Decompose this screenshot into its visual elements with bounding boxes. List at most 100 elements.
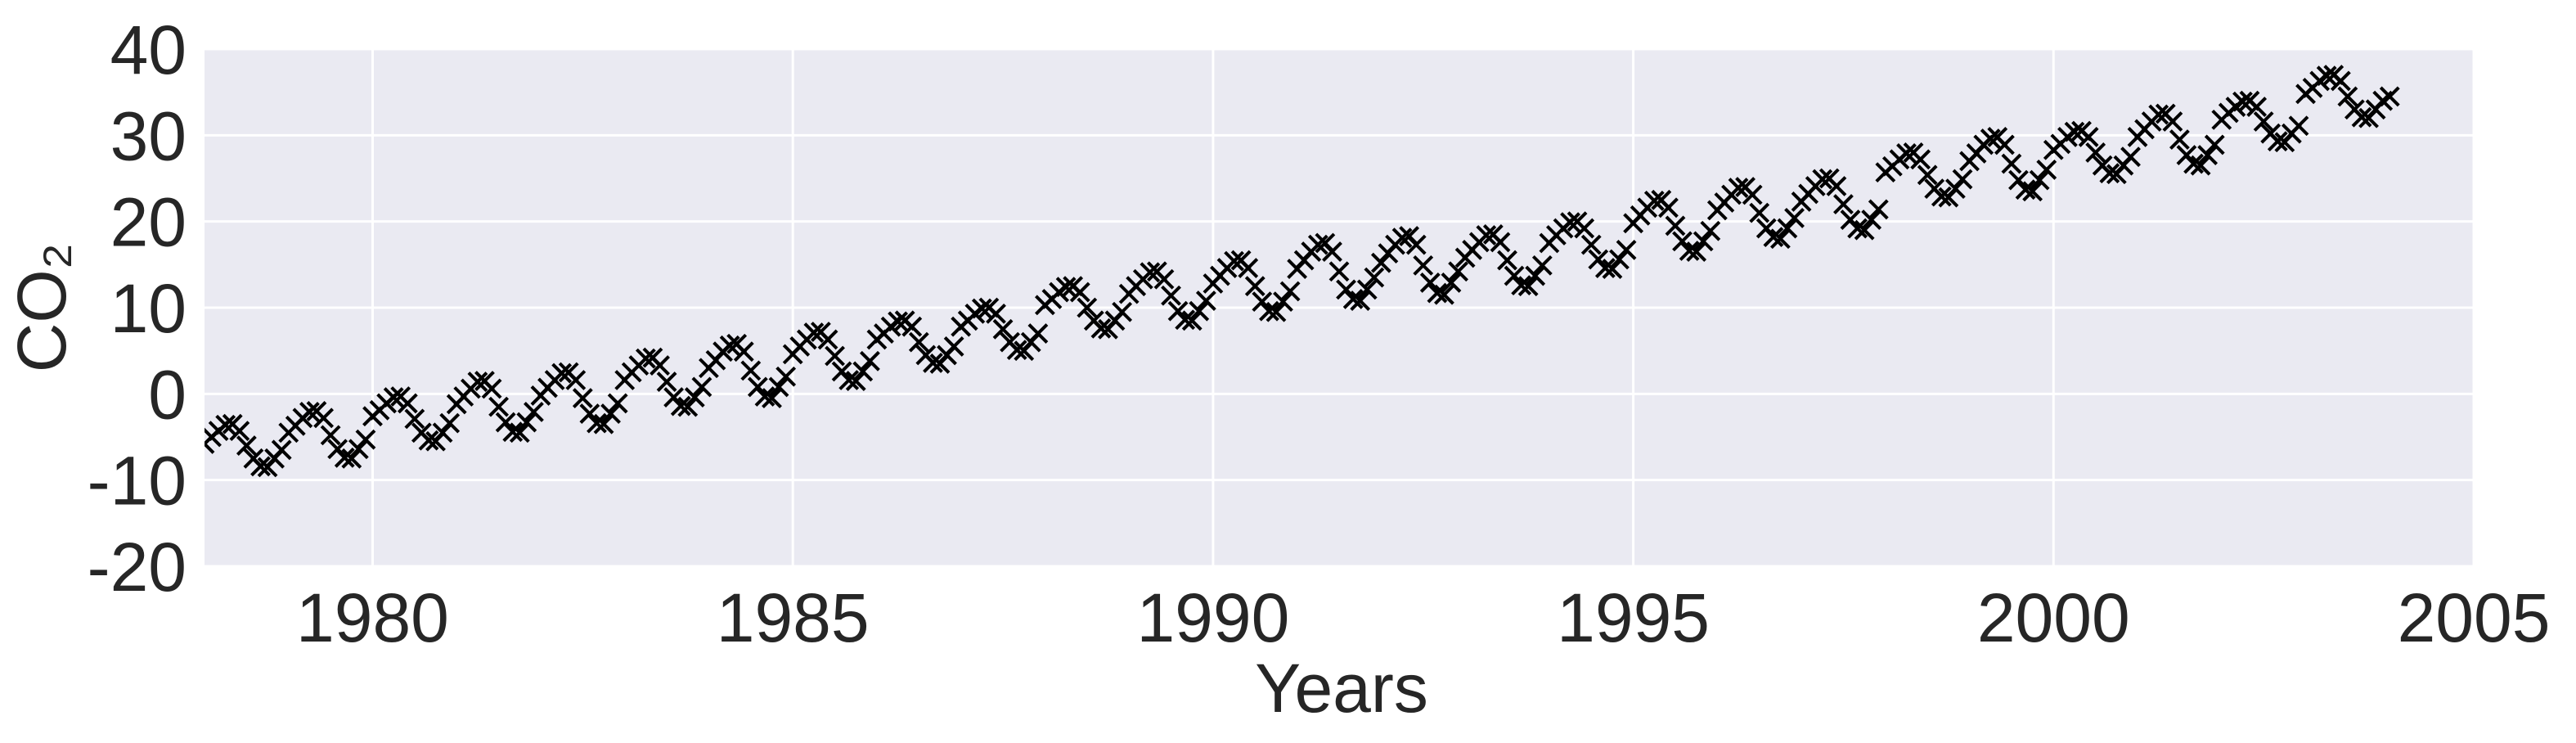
marker [1077, 297, 1098, 318]
marker [2253, 111, 2274, 132]
marker [719, 335, 740, 356]
marker [1441, 272, 1462, 293]
marker [1896, 143, 1917, 164]
marker [600, 403, 621, 424]
marker [1672, 231, 1693, 252]
marker [502, 421, 524, 443]
marker [1679, 241, 1700, 261]
marker [2316, 65, 2337, 87]
marker [1525, 265, 1546, 286]
marker [1980, 128, 2001, 149]
marker [271, 439, 292, 461]
marker [516, 412, 537, 433]
marker [2015, 179, 2036, 200]
marker [1686, 241, 1707, 262]
marker [320, 425, 341, 446]
y-tick-label: 20 [110, 184, 187, 261]
marker [1448, 261, 1468, 282]
x-tick-label: 1995 [1557, 579, 1710, 656]
x-tick-label: 1985 [717, 579, 870, 656]
marker [1307, 234, 1328, 255]
marker [229, 421, 250, 442]
marker [754, 386, 775, 407]
marker [923, 352, 943, 373]
marker [1266, 301, 1287, 322]
marker [1476, 225, 1497, 245]
marker [299, 402, 320, 422]
marker [670, 395, 691, 417]
marker [355, 429, 376, 450]
marker [762, 388, 782, 409]
marker [852, 361, 874, 382]
marker [2169, 129, 2190, 151]
marker [888, 311, 909, 332]
marker [2078, 127, 2099, 147]
marker [1342, 289, 1364, 309]
marker [1769, 228, 1791, 250]
marker [1413, 254, 1434, 276]
marker [1861, 209, 1882, 230]
marker [2022, 181, 2043, 202]
marker [404, 408, 425, 430]
marker [467, 372, 488, 393]
marker [2162, 111, 2183, 132]
marker [1602, 259, 1623, 280]
marker [1700, 220, 1721, 241]
marker [2232, 91, 2253, 112]
marker [1336, 279, 1356, 300]
marker [1090, 317, 1112, 339]
marker [1244, 276, 1266, 297]
marker [1994, 134, 2015, 155]
marker [1504, 265, 1525, 286]
marker [1427, 282, 1448, 304]
marker [2190, 155, 2211, 176]
marker [838, 370, 860, 390]
marker [1175, 309, 1196, 331]
y-tick-label: 40 [110, 11, 187, 88]
marker [495, 412, 516, 433]
marker [1112, 301, 1133, 322]
marker [1364, 267, 1385, 288]
marker [1055, 277, 1077, 298]
marker [1742, 184, 1763, 205]
marker [1531, 254, 1553, 276]
y-tick-label: 0 [148, 356, 187, 433]
marker [2183, 153, 2204, 174]
marker [1812, 169, 1833, 190]
marker [1161, 285, 1181, 306]
marker [1749, 202, 1770, 223]
marker [1511, 275, 1532, 296]
marker [1027, 323, 1049, 344]
marker [1497, 250, 1517, 271]
y-tick-label: 10 [110, 270, 187, 347]
marker [1273, 291, 1293, 313]
marker [1259, 300, 1279, 322]
marker [2036, 160, 2057, 180]
marker [1643, 190, 1665, 211]
x-tick-label: 1980 [296, 579, 449, 656]
marker [2008, 169, 2029, 191]
marker [1854, 219, 1875, 241]
y-tick-label: -20 [88, 529, 187, 606]
marker [733, 341, 754, 362]
marker [859, 350, 880, 372]
marker [1224, 250, 1244, 272]
marker [481, 378, 502, 399]
marker [551, 362, 573, 384]
marker [1665, 215, 1686, 236]
marker [2204, 134, 2225, 155]
marker [1153, 268, 1175, 290]
marker [1350, 290, 1371, 311]
marker [565, 370, 587, 390]
marker [1693, 231, 1714, 252]
marker [691, 376, 713, 398]
marker [2085, 142, 2106, 163]
marker [341, 448, 362, 469]
marker [607, 393, 628, 414]
marker [2267, 131, 2288, 152]
marker [1517, 276, 1539, 297]
marker [1931, 186, 1952, 207]
marker [2379, 86, 2400, 107]
marker [635, 348, 656, 369]
x-tick-label: 1990 [1136, 579, 1289, 656]
